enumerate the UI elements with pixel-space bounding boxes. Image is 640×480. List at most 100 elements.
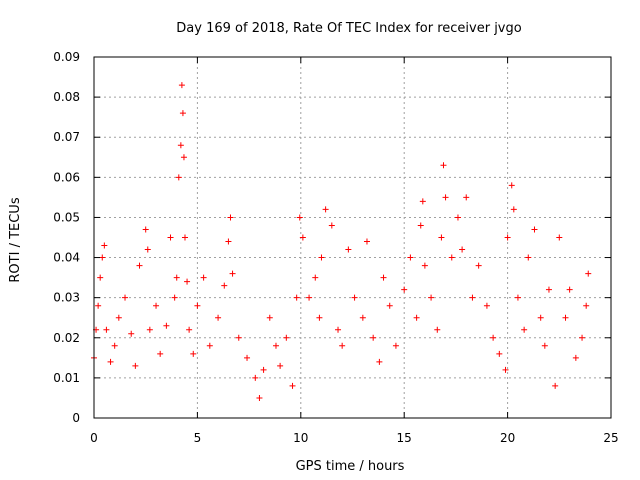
data-point (438, 234, 445, 241)
data-point (475, 262, 482, 269)
data-point (179, 110, 186, 117)
axis-ticks (93, 56, 612, 419)
data-point (562, 314, 569, 321)
data-point (448, 254, 455, 261)
data-point (442, 194, 449, 201)
data-point (136, 262, 143, 269)
x-tick-label: 20 (500, 431, 515, 445)
data-point (363, 238, 370, 245)
x-tick-labels: 0 5 10 15 20 25 (90, 431, 618, 445)
data-point (99, 254, 106, 261)
data-point (244, 354, 251, 361)
data-point (537, 314, 544, 321)
data-point (277, 362, 284, 369)
y-tick-label: 0.09 (53, 50, 80, 64)
data-point (95, 302, 102, 309)
y-tick-label: 0.06 (53, 170, 80, 184)
y-tick-label: 0.04 (53, 251, 80, 265)
data-point (469, 294, 476, 301)
data-point (504, 234, 511, 241)
x-tick-label: 15 (397, 431, 412, 445)
data-point (132, 362, 139, 369)
data-point (306, 294, 313, 301)
data-point (107, 358, 114, 365)
chart-title: Day 169 of 2018, Rate Of TEC Index for r… (176, 21, 521, 36)
data-point (289, 382, 296, 389)
data-point (510, 206, 517, 213)
data-point (221, 282, 228, 289)
x-tick-label: 5 (194, 431, 202, 445)
data-point (175, 174, 182, 181)
data-point (142, 226, 149, 233)
x-tick-label: 0 (90, 431, 98, 445)
y-tick-labels: 0 0.01 0.02 0.03 0.04 0.05 0.06 0.07 0.08 0.09 (53, 50, 80, 425)
data-point (579, 334, 586, 341)
data-points (91, 82, 592, 401)
data-point (428, 294, 435, 301)
data-point (459, 246, 466, 253)
data-point (252, 374, 259, 381)
data-point (316, 314, 323, 321)
data-point (97, 274, 104, 281)
data-point (328, 222, 335, 229)
data-point (266, 314, 273, 321)
data-point (417, 222, 424, 229)
data-point (421, 262, 428, 269)
data-point (146, 326, 153, 333)
data-point (115, 314, 122, 321)
data-point (153, 302, 160, 309)
data-point (413, 314, 420, 321)
data-point (370, 334, 377, 341)
data-point (167, 234, 174, 241)
y-tick-label: 0 (72, 411, 80, 425)
data-point (434, 326, 441, 333)
data-point (206, 342, 213, 349)
data-point (583, 302, 590, 309)
data-point (380, 274, 387, 281)
data-point (545, 286, 552, 293)
data-point (177, 142, 184, 149)
data-point (144, 246, 151, 253)
data-point (572, 354, 579, 361)
y-tick-label: 0.07 (53, 130, 80, 144)
data-point (440, 162, 447, 169)
data-point (376, 358, 383, 365)
y-axis-label: ROTI / TECUs (8, 197, 23, 282)
data-point (293, 294, 300, 301)
data-point (318, 254, 325, 261)
data-point (128, 330, 135, 337)
data-point (200, 274, 207, 281)
data-point (225, 238, 232, 245)
data-point (173, 274, 180, 281)
data-point (454, 214, 461, 221)
data-point (103, 326, 110, 333)
data-point (256, 394, 263, 401)
data-point (122, 294, 129, 301)
y-tick-label: 0.03 (53, 291, 80, 305)
data-point (556, 234, 563, 241)
data-point (283, 334, 290, 341)
data-point (235, 334, 242, 341)
data-point (181, 234, 188, 241)
data-point (541, 342, 548, 349)
data-point (359, 314, 366, 321)
data-point (227, 214, 234, 221)
plot-frame (93, 56, 612, 419)
data-point (180, 154, 187, 161)
data-point (463, 194, 470, 201)
data-point (392, 342, 399, 349)
x-tick-label: 10 (293, 431, 308, 445)
data-point (508, 182, 515, 189)
data-point (229, 270, 236, 277)
data-point (186, 326, 193, 333)
x-tick-label: 25 (603, 431, 618, 445)
data-point (184, 278, 191, 285)
data-point (525, 254, 532, 261)
data-point (272, 342, 279, 349)
data-point (335, 326, 342, 333)
data-point (296, 214, 303, 221)
data-point (194, 302, 201, 309)
data-point (401, 286, 408, 293)
data-point (502, 366, 509, 373)
